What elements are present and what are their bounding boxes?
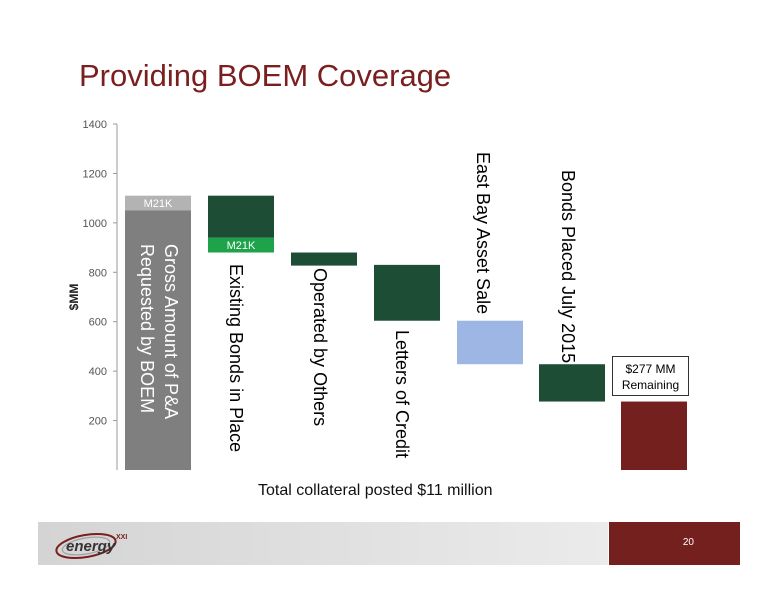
category-label: Gross Amount of P&A <box>161 244 181 419</box>
category-label: Bonds Placed July 2015 <box>558 170 578 363</box>
footer-bar <box>38 522 608 565</box>
callout-line1: $277 MM <box>625 362 676 376</box>
bar-segment-label: M21K <box>144 198 173 210</box>
bar-segment <box>374 264 440 321</box>
bar-segment <box>539 364 605 402</box>
page-number: 20 <box>682 537 694 548</box>
category-label: Letters of Credit <box>392 330 412 458</box>
bar-segment <box>208 195 274 238</box>
y-axis-label: $MM <box>67 284 81 311</box>
logo-superscript: XXI <box>116 534 128 541</box>
waterfall-chart: 200 400 600 800 1000 1200 1400 $MM M21K M21K Gross… <box>67 119 687 470</box>
bar-segment <box>291 252 357 266</box>
bar-segment-label: M21K <box>227 240 256 252</box>
category-label: Existing Bonds in Place <box>226 264 246 452</box>
y-tick-label: 800 <box>89 267 107 279</box>
y-tick-label: 1000 <box>83 218 107 230</box>
bar-segment <box>208 237 274 253</box>
callout-line2: Remaining <box>621 378 680 392</box>
bar-segment <box>621 401 687 470</box>
page-number-box: 20 <box>609 522 740 565</box>
y-tick-label: 400 <box>89 366 107 378</box>
remaining-callout: $277 MM Remaining <box>612 356 689 396</box>
y-tick-label: 1400 <box>83 119 107 131</box>
y-tick-label: 1200 <box>83 168 107 180</box>
category-label: East Bay Asset Sale <box>473 152 493 314</box>
bar-segment <box>457 320 523 365</box>
category-label: Operated by Others <box>310 268 330 426</box>
category-label: Requested by BOEM <box>137 244 157 413</box>
energy-xxi-logo-icon <box>55 532 117 560</box>
y-tick-label: 600 <box>89 317 107 329</box>
y-tick-label: 200 <box>89 416 107 428</box>
logo-wordmark: energy <box>66 538 116 555</box>
bar-segment <box>125 210 191 470</box>
slide-title: Providing BOEM Coverage <box>79 58 452 93</box>
bar-segment <box>125 195 191 211</box>
chart-footnote: Total collateral posted $11 million <box>258 482 493 499</box>
